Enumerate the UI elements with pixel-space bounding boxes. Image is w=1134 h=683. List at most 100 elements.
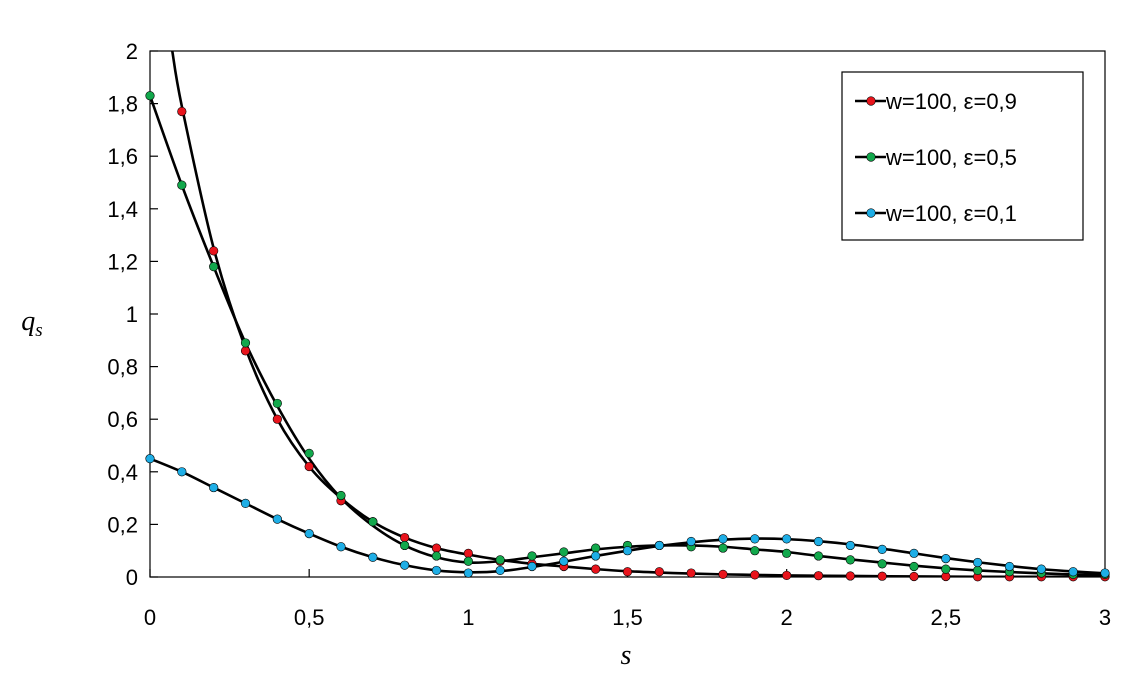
data-point-series-3 xyxy=(495,565,505,576)
data-point-series-3 xyxy=(654,540,664,551)
data-point-series-3 xyxy=(782,534,792,544)
data-point-series-1 xyxy=(240,346,251,356)
y-tick-label: 1 xyxy=(126,302,138,327)
data-point-series-3 xyxy=(909,548,919,558)
data-point-series-2 xyxy=(909,561,919,572)
data-point-series-3 xyxy=(559,556,569,566)
curve-line-3 xyxy=(150,457,1105,575)
data-point-series-3 xyxy=(527,561,537,572)
y-tick-label: 0 xyxy=(126,565,138,590)
data-point-series-3 xyxy=(1036,564,1046,574)
data-points xyxy=(145,91,1110,582)
data-point-series-2 xyxy=(431,551,442,561)
data-point-series-3 xyxy=(400,560,410,570)
data-point-series-1 xyxy=(845,571,855,581)
data-point-series-1 xyxy=(272,414,282,424)
data-point-series-2 xyxy=(973,565,983,576)
y-axis-label: qs xyxy=(21,306,42,341)
data-point-series-3 xyxy=(845,540,855,551)
data-point-series-1 xyxy=(304,461,314,472)
x-tick-label: 2 xyxy=(781,605,793,630)
data-point-series-1 xyxy=(463,548,473,558)
data-point-series-2 xyxy=(941,564,951,574)
data-point-series-3 xyxy=(1068,567,1078,577)
data-point-series-2 xyxy=(813,551,824,561)
data-point-series-2 xyxy=(845,555,855,565)
data-point-series-2 xyxy=(463,556,473,566)
data-point-series-3 xyxy=(336,542,346,552)
y-tick-label: 0,2 xyxy=(107,512,138,537)
y-tick-label: 0,6 xyxy=(107,407,138,432)
y-tick-label: 1,6 xyxy=(107,144,138,169)
data-point-series-1 xyxy=(591,564,601,574)
data-point-series-1 xyxy=(686,568,696,578)
data-point-series-3 xyxy=(877,544,887,554)
data-point-series-3 xyxy=(145,454,155,464)
data-point-series-3 xyxy=(209,482,219,493)
data-point-series-3 xyxy=(304,529,314,539)
data-point-series-3 xyxy=(272,514,282,524)
y-tick-label: 2 xyxy=(126,39,138,64)
legend-label-2: w=100, ε=0,5 xyxy=(885,145,1017,170)
y-tick-label: 1,4 xyxy=(107,197,138,222)
data-point-series-2 xyxy=(272,398,282,409)
data-point-series-2 xyxy=(240,338,251,348)
y-tick-label: 1,2 xyxy=(107,249,138,274)
legend-label-1: w=100, ε=0,9 xyxy=(885,89,1017,114)
y-tick-label: 0,8 xyxy=(107,355,138,380)
data-point-series-1 xyxy=(209,246,219,256)
data-point-series-2 xyxy=(750,546,760,556)
data-point-series-3 xyxy=(1100,568,1110,578)
legend-marker-1 xyxy=(866,96,876,106)
data-point-series-3 xyxy=(622,546,633,556)
data-point-series-3 xyxy=(368,552,378,562)
data-point-series-1 xyxy=(718,569,728,579)
data-point-series-2 xyxy=(527,551,537,561)
data-point-series-3 xyxy=(973,557,983,568)
tick-labels: 0 0,5 1 1,5 2 2,5 3 0 0,2 0,4 0,6 0,8 1 1,2 1,4 1,6 1,8 2 xyxy=(107,39,1111,630)
x-axis-label: s xyxy=(621,640,632,671)
x-tick-label: 2,5 xyxy=(931,605,962,630)
data-point-series-3 xyxy=(1004,561,1015,572)
data-point-series-3 xyxy=(240,498,251,508)
x-tick-label: 3 xyxy=(1099,605,1111,630)
y-tick-label: 0,4 xyxy=(107,460,138,485)
data-point-series-2 xyxy=(591,543,601,553)
data-point-series-1 xyxy=(813,571,824,581)
x-tick-label: 1,5 xyxy=(612,605,643,630)
data-point-series-1 xyxy=(622,567,633,577)
data-point-series-3 xyxy=(463,568,473,578)
data-point-series-3 xyxy=(718,534,728,544)
data-point-series-2 xyxy=(559,547,569,557)
y-tick-label: 1,8 xyxy=(107,92,138,117)
data-point-series-2 xyxy=(368,517,378,527)
data-point-series-3 xyxy=(177,467,187,477)
data-point-series-2 xyxy=(400,540,410,551)
legend: w=100, ε=0,9 w=100, ε=0,5 w=100, ε=0,1 xyxy=(841,71,1084,241)
data-point-series-1 xyxy=(782,570,792,581)
data-point-series-2 xyxy=(304,448,314,458)
data-point-series-1 xyxy=(909,571,919,582)
data-point-series-1 xyxy=(750,570,760,580)
legend-marker-3 xyxy=(866,208,876,218)
legend-label-3: w=100, ε=0,1 xyxy=(885,201,1017,226)
data-point-series-2 xyxy=(495,555,505,565)
data-point-series-1 xyxy=(877,571,887,581)
data-point-series-3 xyxy=(686,536,696,547)
data-point-series-1 xyxy=(654,567,664,577)
data-point-series-2 xyxy=(877,559,887,569)
data-point-series-1 xyxy=(400,532,410,543)
data-point-series-2 xyxy=(718,543,728,553)
data-point-series-2 xyxy=(177,180,187,190)
legend-marker-2 xyxy=(866,152,876,162)
x-tick-label: 0,5 xyxy=(294,605,325,630)
data-point-series-3 xyxy=(431,565,442,576)
data-point-series-1 xyxy=(177,106,187,117)
data-point-series-2 xyxy=(145,91,155,101)
x-tick-label: 1 xyxy=(462,605,474,630)
data-point-series-3 xyxy=(591,551,601,561)
data-point-series-3 xyxy=(941,553,951,564)
data-point-series-3 xyxy=(750,534,760,544)
